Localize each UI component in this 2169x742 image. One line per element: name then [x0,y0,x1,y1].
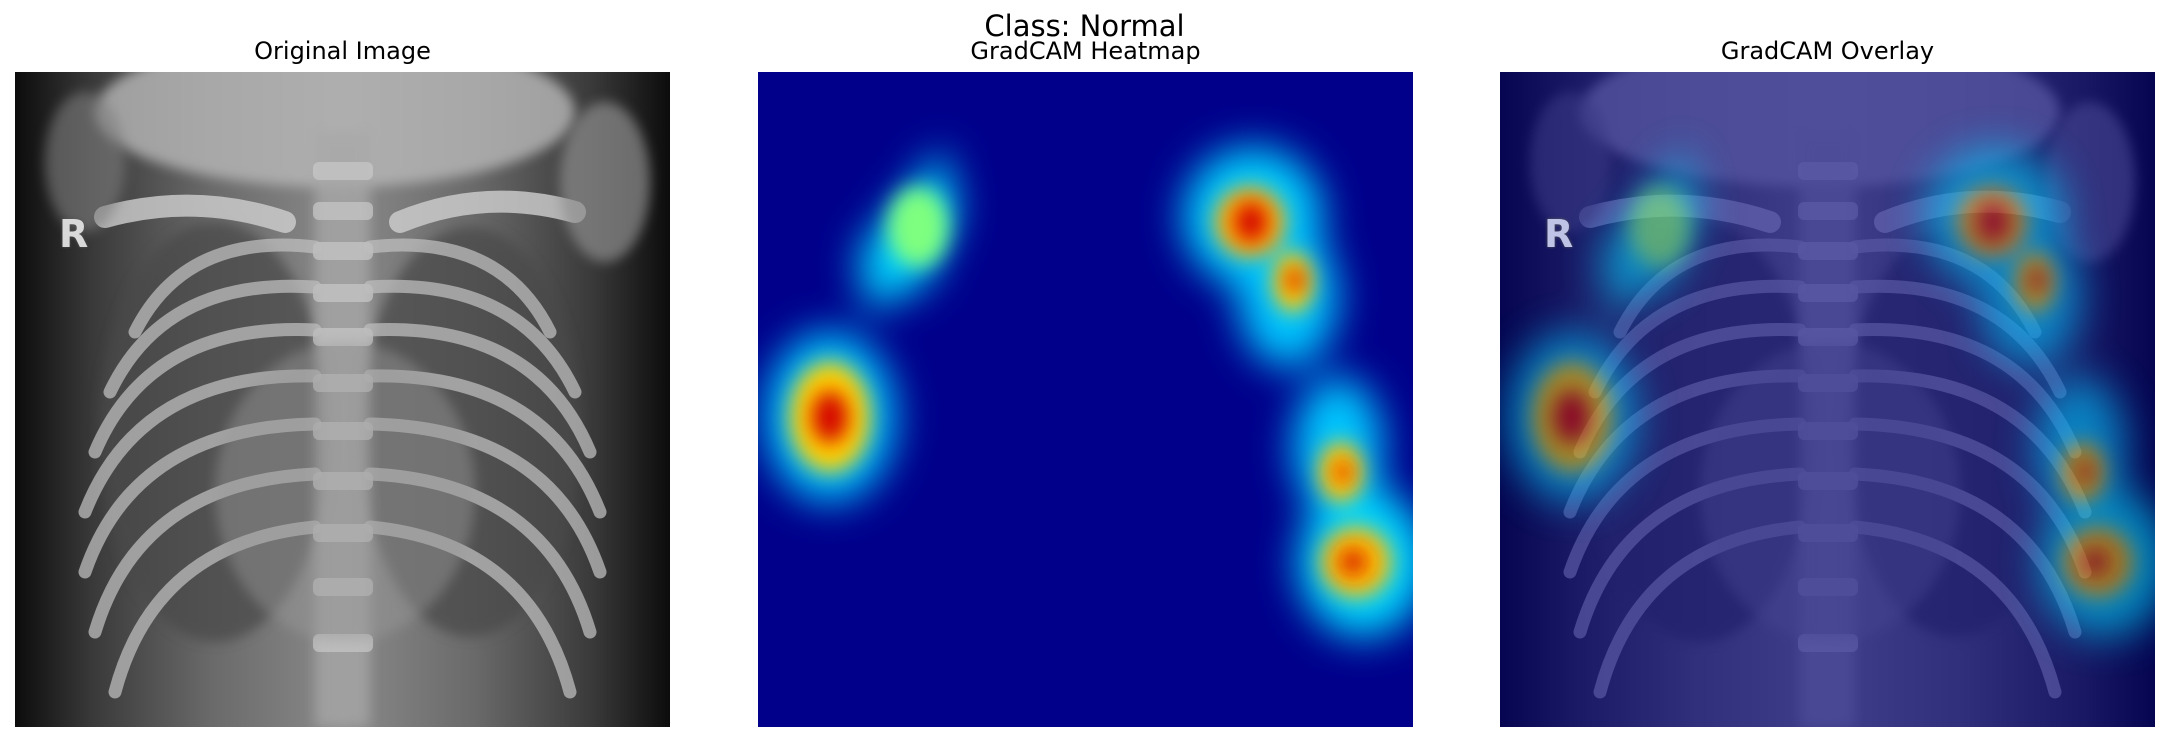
xray-side-marker: R [59,212,89,256]
original-image: R [15,72,670,727]
gradcam-overlay: R [1500,72,2155,727]
panel-title-overlay: GradCAM Overlay [1720,37,1935,65]
figure-title: Class: Normal [984,9,1185,43]
overlay-image [1500,72,2155,727]
gradcam-heatmap [758,72,1413,727]
overlay-side-marker: R [1544,212,1574,256]
xray-image [15,72,670,727]
panel-title-original: Original Image [254,37,431,65]
panel-title-heatmap: GradCAM Heatmap [970,37,1201,65]
heatmap-image [758,72,1413,727]
